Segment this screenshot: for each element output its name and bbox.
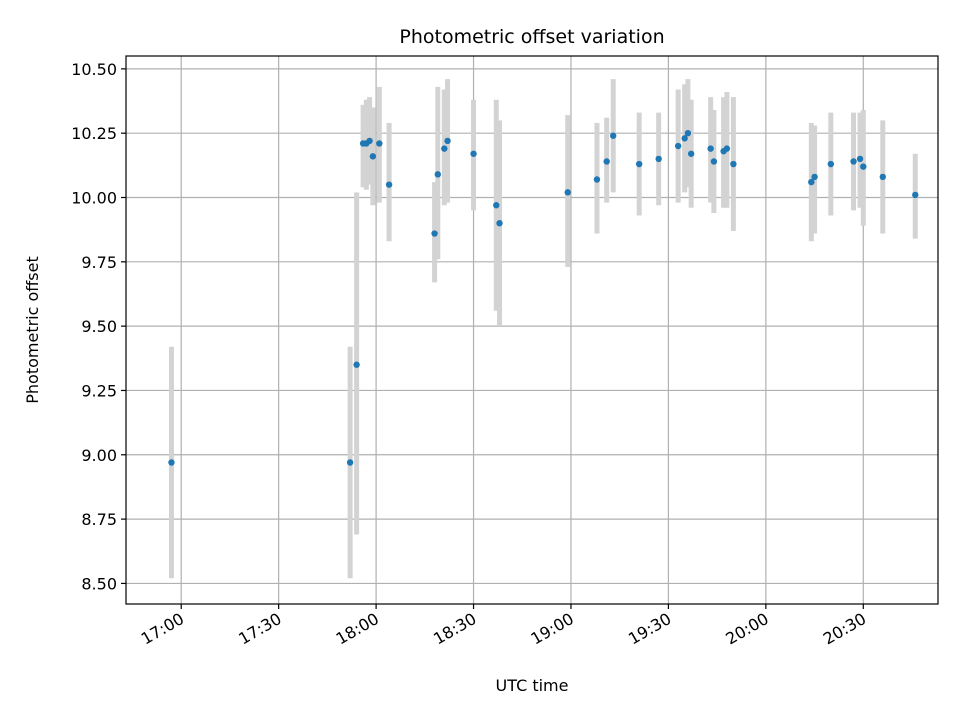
data-point [850, 158, 857, 165]
data-point [385, 181, 393, 188]
chart-title: Photometric offset variation [399, 26, 664, 48]
data-point [376, 140, 383, 147]
data-point [674, 142, 682, 150]
data-point [707, 145, 714, 152]
y-axis-ticks: 8.50 8.75 9.00 9.25 9.50 9.75 10.00 10.25 10.50 [71, 60, 126, 593]
y-tick-label: 9.50 [81, 317, 117, 336]
y-tick-label: 8.50 [81, 574, 117, 593]
y-tick-label: 9.00 [81, 446, 117, 465]
data-point [470, 150, 477, 157]
data-point [687, 150, 695, 157]
data-point [655, 155, 662, 163]
data-point [369, 153, 377, 160]
data-point [827, 160, 835, 168]
plot-frame [125, 55, 939, 605]
y-tick-label: 9.25 [81, 381, 117, 400]
y-tick-label: 10.00 [71, 189, 117, 208]
data-point [912, 191, 919, 199]
data-point [444, 137, 451, 145]
data-point [723, 145, 731, 152]
data-point [366, 137, 373, 145]
data-point [635, 160, 643, 168]
data-point [434, 171, 442, 178]
x-axis-label: UTC time [496, 676, 569, 695]
data-point [441, 145, 448, 152]
y-tick-label: 10.50 [71, 60, 117, 79]
data-point [610, 132, 617, 139]
data-points [168, 129, 919, 466]
data-point [346, 459, 354, 466]
data-point [808, 178, 815, 186]
y-tick-label: 8.75 [81, 510, 117, 529]
y-tick-label: 9.75 [81, 253, 117, 272]
data-point [879, 173, 886, 181]
data-point [811, 173, 818, 181]
data-point [684, 129, 692, 137]
data-point [730, 160, 737, 168]
data-point [431, 230, 438, 237]
data-point [564, 189, 571, 196]
data-point [493, 202, 500, 209]
data-point [353, 361, 360, 368]
y-axis-label: Photometric offset [23, 256, 42, 404]
grid [126, 56, 938, 604]
data-point [496, 220, 503, 227]
data-point [856, 155, 864, 163]
data-point [603, 158, 610, 165]
data-point [710, 158, 718, 165]
data-point [681, 135, 688, 142]
data-point [860, 163, 867, 170]
data-point [593, 176, 601, 183]
data-point [168, 459, 175, 466]
y-tick-label: 10.25 [71, 124, 117, 143]
